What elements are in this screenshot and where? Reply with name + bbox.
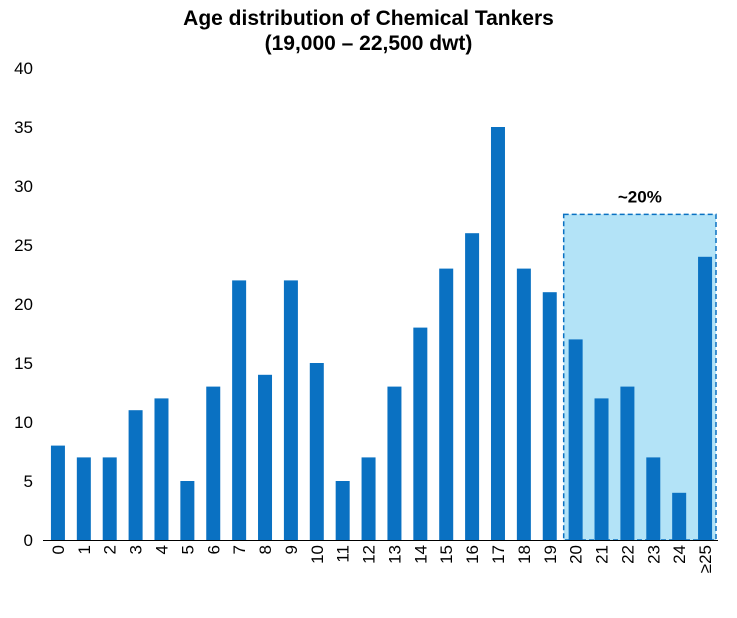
- x-tick-label: 2: [101, 545, 120, 554]
- bar: [232, 280, 247, 540]
- y-tick-label: 15: [14, 354, 33, 373]
- bar: [465, 233, 480, 540]
- x-tick-label: 19: [541, 545, 560, 564]
- x-tick-label: 10: [308, 545, 327, 564]
- x-tick-label: 21: [593, 545, 612, 564]
- x-tick-label: 16: [463, 545, 482, 564]
- x-tick-label: 6: [204, 545, 223, 554]
- y-tick-label: 10: [14, 413, 33, 432]
- bar: [102, 457, 117, 540]
- y-tick-label: 30: [14, 177, 33, 196]
- bar: [698, 256, 713, 540]
- x-tick-label: 5: [178, 545, 197, 554]
- x-tick-label: 18: [515, 545, 534, 564]
- bar: [335, 481, 350, 540]
- bar: [646, 457, 661, 540]
- x-tick-label: 1: [75, 545, 94, 554]
- x-tick-label: 0: [49, 545, 68, 554]
- x-tick-label: 14: [411, 545, 430, 564]
- bar: [439, 268, 454, 540]
- bar: [490, 127, 505, 540]
- chart-subtitle: (19,000 – 22,500 dwt): [264, 32, 473, 55]
- bar: [387, 386, 402, 540]
- bar: [516, 268, 531, 540]
- bar: [620, 386, 635, 540]
- x-tick-label: 13: [385, 545, 404, 564]
- bar: [568, 339, 583, 540]
- bar: [283, 280, 298, 540]
- y-tick-label: 20: [14, 295, 33, 314]
- bar: [76, 457, 91, 540]
- x-tick-label: 9: [282, 545, 301, 554]
- bar: [594, 398, 609, 540]
- bar: [154, 398, 169, 540]
- highlight-label: ~20%: [618, 187, 662, 206]
- highlight-region: [562, 213, 717, 541]
- x-tick-label: 8: [256, 545, 275, 554]
- bar: [413, 327, 428, 540]
- bar: [180, 481, 195, 540]
- y-tick-label: 5: [24, 472, 33, 491]
- y-tick-label: 40: [14, 59, 33, 78]
- x-tick-label: 12: [360, 545, 379, 564]
- y-tick-label: 25: [14, 236, 33, 255]
- chart-title-main: Age distribution of Chemical Tankers: [183, 7, 554, 30]
- x-tick-label: ≥25: [696, 545, 715, 573]
- bar: [128, 410, 143, 540]
- x-tick-label: 7: [230, 545, 249, 554]
- bar: [542, 292, 557, 540]
- x-tick-label: 23: [644, 545, 663, 564]
- x-tick-label: 22: [618, 545, 637, 564]
- x-tick-label: 20: [567, 545, 586, 564]
- x-tick-label: 24: [670, 545, 689, 564]
- y-tick-label: 0: [24, 531, 33, 550]
- x-tick-label: 3: [127, 545, 146, 554]
- x-tick-label: 17: [489, 545, 508, 564]
- bar: [206, 386, 221, 540]
- y-tick-label: 35: [14, 118, 33, 137]
- bar: [672, 492, 687, 540]
- x-tick-label: 11: [334, 545, 353, 563]
- bar: [361, 457, 376, 540]
- chart-title: Age distribution of Chemical Tankers (19…: [0, 6, 737, 56]
- x-tick-label: 15: [437, 545, 456, 564]
- x-tick-label: 4: [152, 545, 171, 554]
- bar: [309, 363, 324, 540]
- bar: [50, 445, 65, 540]
- bar: [258, 374, 273, 540]
